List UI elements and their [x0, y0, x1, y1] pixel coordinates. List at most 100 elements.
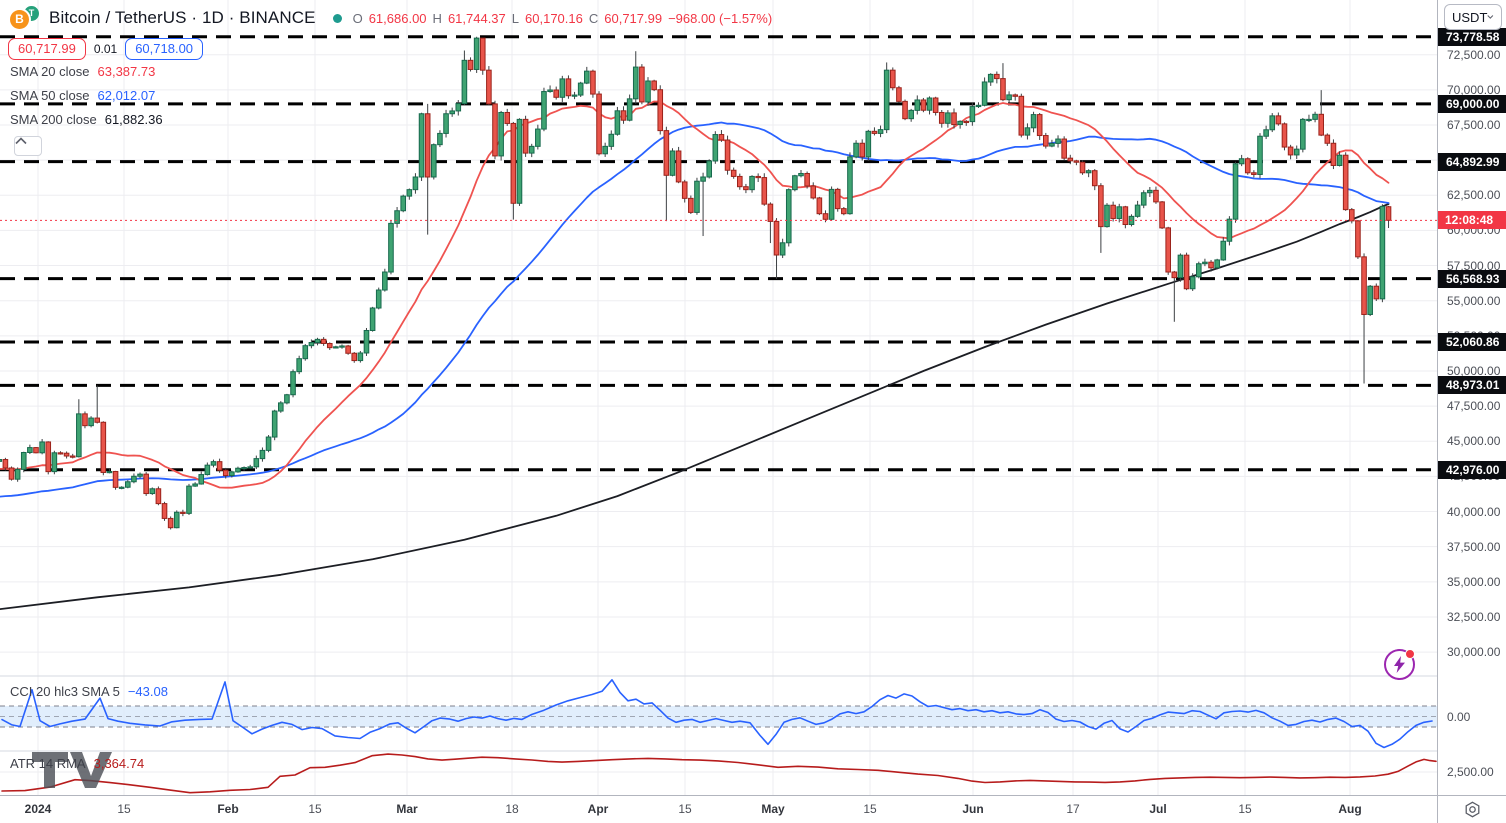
sma20-label: SMA 20 close [10, 64, 90, 79]
collapse-legend-button[interactable] [14, 136, 42, 156]
candle-body [981, 81, 988, 106]
candle-body [1165, 227, 1172, 273]
candle-body [424, 113, 431, 178]
candle-body [694, 180, 700, 213]
time-tick-label: 15 [678, 802, 692, 816]
candle-body [1177, 254, 1184, 279]
buy-button[interactable]: 60,718.00 [125, 38, 204, 60]
candle-body [326, 342, 333, 349]
candle-body [743, 186, 749, 191]
price-tick-label: 50,000.00 [1447, 363, 1501, 378]
candle-body [167, 517, 174, 529]
price-level-badge: 56,568.93 [1438, 269, 1506, 288]
price-axis[interactable]: USDT 30,000.00 32,500.00 35,000.00 37,500.0… [1437, 0, 1506, 795]
candle-body [1067, 157, 1074, 162]
candle-body [259, 449, 266, 460]
market-status-dot [332, 13, 342, 23]
candle-body [755, 175, 761, 179]
candle-body [1091, 170, 1098, 187]
candle-body [828, 188, 835, 220]
atr-line [1, 753, 1437, 794]
candle-body [314, 338, 321, 344]
candle-body [51, 452, 58, 473]
candle-body [369, 307, 376, 331]
candle-body [1073, 160, 1080, 163]
candle-body [2, 459, 9, 469]
chart-canvas[interactable] [0, 0, 1437, 795]
candle-body [822, 213, 829, 220]
open-label: O [352, 10, 363, 26]
price-tick-label: 70,000.00 [1447, 82, 1501, 97]
candle-body [1342, 154, 1349, 211]
time-tick-label: Feb [217, 802, 239, 816]
candle-body [712, 134, 719, 162]
time-tick-label: 17 [1066, 802, 1080, 816]
candle-body [547, 89, 553, 93]
candle-body [1000, 78, 1006, 101]
time-tick-label: Jul [1149, 802, 1167, 816]
candle-body [681, 181, 688, 199]
chevron-down-icon [1487, 15, 1494, 19]
candle-body [853, 142, 859, 158]
atr-label: ATR 14 RMA [10, 756, 86, 771]
legend-sma200[interactable]: SMA 200 close 61,882.36 [10, 112, 163, 127]
candle-body [204, 464, 211, 476]
candle-body [198, 474, 205, 485]
currency-selector[interactable]: USDT [1444, 4, 1502, 30]
pair-logo: T B [8, 6, 42, 30]
candle-body [1055, 138, 1061, 144]
candle-body [1153, 189, 1159, 203]
candle-body [767, 203, 774, 222]
change-value: −968.00 (−1.57%) [668, 10, 773, 26]
open-value: 61,686.00 [368, 10, 427, 26]
legend-sma50[interactable]: SMA 50 close 62,012.07 [10, 88, 155, 103]
candle-body [1257, 135, 1263, 175]
candle-body [149, 488, 156, 495]
candle-body [773, 220, 780, 256]
candle-body [559, 78, 566, 98]
sma200-label: SMA 200 close [10, 112, 97, 127]
price-tick-label: 45,000.00 [1447, 434, 1501, 449]
price-tick-label: 57,500.00 [1447, 258, 1501, 273]
candle-body [1244, 158, 1251, 174]
candle-body [761, 177, 768, 205]
axis-settings-button[interactable] [1437, 795, 1506, 823]
legend-atr[interactable]: ATR 14 RMA 3,364.74 [10, 756, 144, 771]
candle-body [1202, 261, 1208, 265]
candle-body [883, 69, 890, 131]
legend-cci[interactable]: CCI 20 hlc3 SMA 5 −43.08 [10, 684, 168, 699]
time-tick-label: May [761, 802, 785, 816]
time-axis[interactable]: 2024 15 Feb 15 Mar 18 Apr 15 May 15 Jun 17 Jul 15 Aug [0, 795, 1437, 823]
symbol-title[interactable]: Bitcoin / TetherUS · 1D · BINANCE [49, 8, 316, 27]
candles-layer [0, 36, 1392, 530]
sell-button[interactable]: 60,717.99 [8, 38, 86, 60]
candle-body [1318, 113, 1325, 136]
candle-body [890, 69, 896, 89]
candle-body [229, 471, 235, 477]
candle-body [112, 470, 119, 488]
sma200-value: 61,882.36 [104, 112, 163, 127]
quick-trade-button[interactable] [1384, 649, 1415, 680]
candle-body [180, 511, 186, 514]
candle-body [479, 37, 486, 71]
candle-body [1006, 94, 1012, 101]
candle-body [932, 97, 939, 113]
candle-body [455, 103, 462, 112]
candle-body [443, 113, 449, 134]
candle-body [1373, 285, 1380, 300]
candle-body [798, 172, 804, 177]
candle-body [1312, 113, 1318, 120]
time-tick-label: Jun [962, 802, 984, 816]
price-tick-label: 37,500.00 [1447, 539, 1501, 554]
candle-body [278, 402, 284, 412]
ohlc-readout: O 61,686.00 H 61,744.37 L 60,170.16 C 60,717… [353, 11, 773, 26]
sma50-label: SMA 50 close [10, 88, 90, 103]
legend-sma20[interactable]: SMA 20 close 63,387.73 [10, 64, 155, 79]
candle-body [1134, 204, 1141, 217]
cci-value: −43.08 [127, 684, 168, 699]
candle-body [1238, 158, 1245, 165]
candle-body [1269, 115, 1276, 131]
candle-body [461, 59, 468, 105]
price-tick-label: 47,500.00 [1447, 399, 1501, 414]
